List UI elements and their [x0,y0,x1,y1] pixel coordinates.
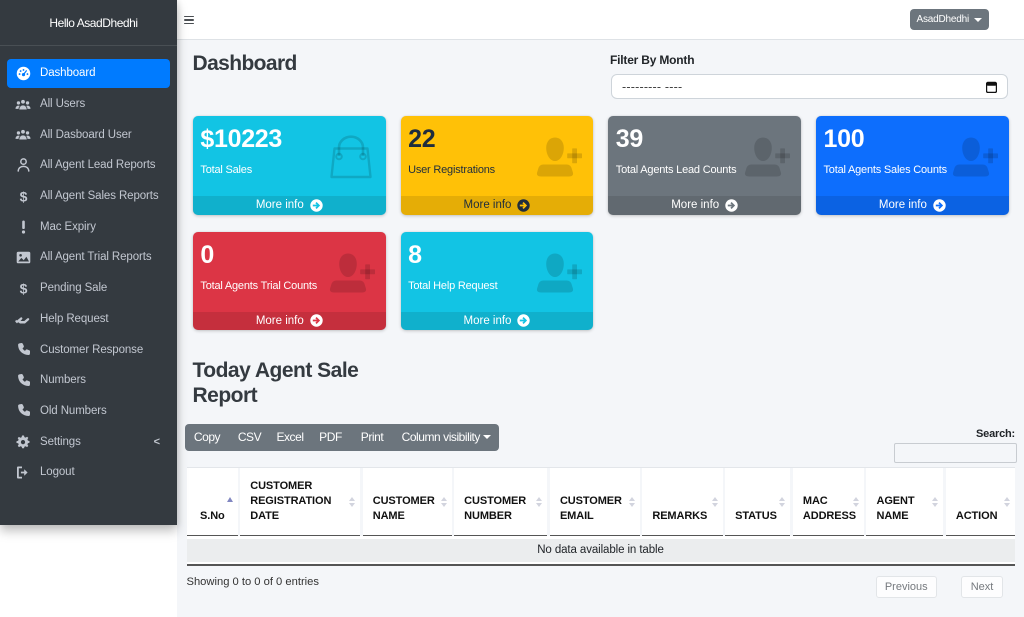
svg-text:$: $ [19,281,27,296]
svg-text:$: $ [19,189,27,204]
